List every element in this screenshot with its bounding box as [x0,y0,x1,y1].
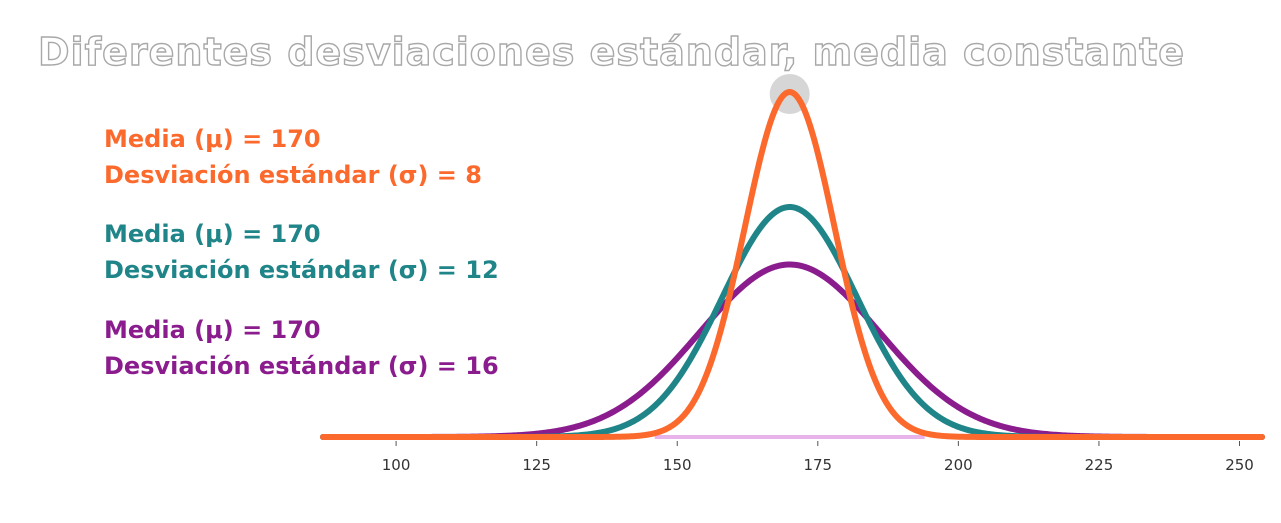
legend-entry-sd-16: Media (μ) = 170 Desviación estándar (σ) … [104,312,499,384]
series-line-sd-12 [320,204,1265,440]
legend-sd-label: Desviación estándar (σ) = 12 [104,256,499,284]
legend-mean-label: Media (μ) = 170 [104,125,321,153]
series-line-sd-16 [320,261,1265,440]
x-tick-label: 150 [663,456,692,474]
legend-entry-sd-8: Media (μ) = 170 Desviación estándar (σ) … [104,121,482,193]
legend-entry-sd-12: Media (μ) = 170 Desviación estándar (σ) … [104,216,499,288]
x-tick-label: 225 [1085,456,1114,474]
legend-sd-label: Desviación estándar (σ) = 8 [104,161,482,189]
legend-mean-label: Media (μ) = 170 [104,316,321,344]
legend-sd-label: Desviación estándar (σ) = 16 [104,352,499,380]
x-tick-label: 125 [522,456,551,474]
x-tick-label: 100 [382,456,411,474]
x-tick-label: 200 [944,456,973,474]
chart-title: Diferentes desviaciones estándar, media … [37,29,1186,74]
x-tick-label: 250 [1225,456,1254,474]
series-line-sd-8 [320,89,1265,440]
legend-mean-label: Media (μ) = 170 [104,220,321,248]
x-tick-label: 175 [803,456,832,474]
